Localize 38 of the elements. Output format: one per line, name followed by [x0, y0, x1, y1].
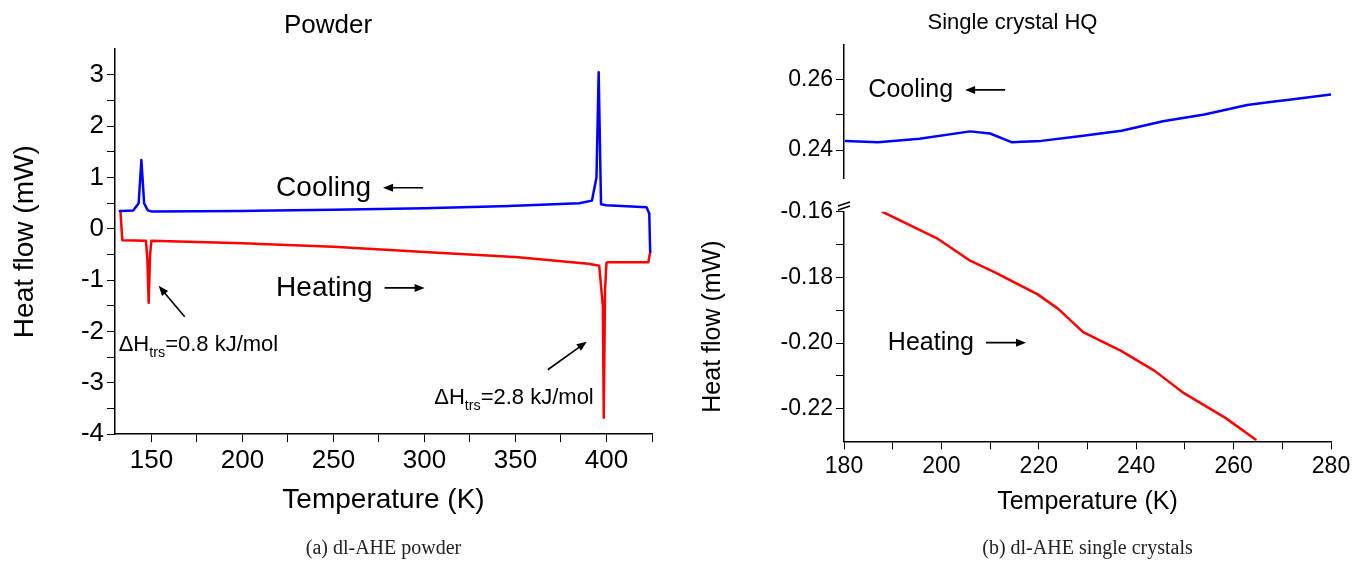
y-tick-label: -0.16 — [780, 197, 833, 224]
chart-title: Single crystal HQ — [927, 9, 1098, 35]
text: (b) dl-AHE single crystals — [981, 536, 1194, 559]
text: (a) dl-AHE powder — [304, 536, 463, 559]
x-tick-label: 260 — [1214, 451, 1253, 478]
y-tick-label: 2 — [89, 109, 104, 140]
x-tick-label: 200 — [220, 443, 265, 474]
x-axis-title: Temperature (K) — [282, 482, 485, 514]
y-tick-label: 1 — [89, 160, 104, 191]
x-tick-label: 350 — [493, 443, 538, 474]
x-tick-label: 300 — [402, 443, 447, 474]
x-tick-label: 250 — [311, 443, 356, 474]
x-tick-label: 150 — [129, 443, 174, 474]
text: Heating — [887, 326, 974, 355]
x-axis-title: Temperature (K) — [997, 485, 1178, 514]
series-label: Cooling — [276, 170, 372, 202]
y-tick-label: 0 — [89, 212, 104, 243]
y-axis-title: Heat flow (mW) — [696, 240, 725, 413]
x-tick-label: 400 — [584, 443, 629, 474]
y-tick-label: -3 — [80, 366, 104, 397]
y-tick-label: -0.22 — [780, 393, 833, 420]
chart-title: Powder — [283, 8, 373, 39]
x-tick-label: 280 — [1311, 451, 1351, 478]
x-tick-label: 200 — [922, 451, 961, 478]
y-axis-title: Heat flow (mW) — [7, 145, 39, 339]
y-tick-label: -4 — [80, 417, 104, 448]
series-label: Heating — [276, 270, 373, 302]
x-tick-label: 240 — [1117, 451, 1156, 478]
y-tick-label: -0.20 — [780, 328, 833, 355]
series-label: Cooling — [868, 73, 954, 102]
y-tick-label: 3 — [89, 58, 104, 89]
x-tick-label: 220 — [1019, 451, 1058, 478]
y-tick-label: 0.26 — [788, 64, 833, 91]
x-tick-label: 180 — [824, 451, 864, 478]
y-tick-label: -2 — [80, 314, 104, 345]
y-tick-label: 0.24 — [788, 135, 834, 162]
y-tick-label: -1 — [80, 263, 104, 294]
y-tick-label: -0.18 — [780, 262, 833, 289]
